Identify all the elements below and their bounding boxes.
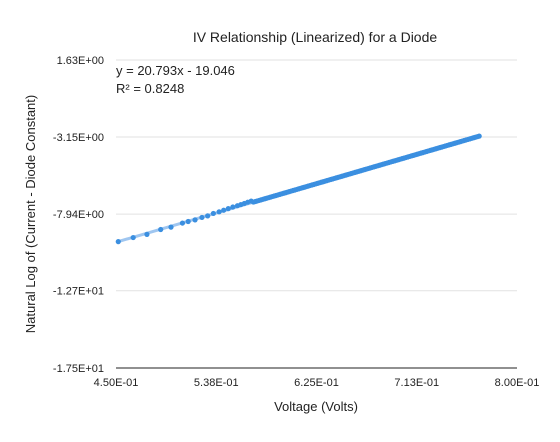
chart-title: IV Relationship (Linearized) for a Diode [193, 29, 438, 45]
x-tick-label: 4.50E-01 [94, 377, 139, 389]
data-point [168, 224, 174, 230]
data-point [158, 226, 164, 233]
x-tick-label: 8.00E-01 [495, 377, 540, 389]
data-point [476, 133, 482, 139]
data-point [225, 206, 231, 212]
data-point [199, 214, 205, 221]
x-axis-label: Voltage (Volts) [274, 399, 358, 414]
data-point [185, 218, 191, 225]
x-tick-label: 7.13E-01 [394, 377, 439, 389]
data-point [115, 239, 121, 245]
data-points [115, 133, 482, 245]
y-tick-label: -3.15E+00 [53, 132, 104, 144]
trendline-equation: y = 20.793x - 19.046 [116, 63, 235, 78]
x-tick-label: 6.25E-01 [294, 377, 339, 389]
data-point [192, 217, 198, 223]
data-point [144, 231, 150, 237]
data-point [130, 234, 136, 241]
y-tick-label: -7.94E+00 [53, 209, 104, 221]
data-point [230, 204, 236, 210]
data-point [221, 207, 227, 213]
y-tick-labels: 1.63E+00 -3.15E+00 -7.94E+00 -1.27E+01 -1.75… [53, 55, 104, 375]
data-point [210, 210, 216, 217]
gridlines [116, 59, 517, 369]
data-point [179, 220, 186, 226]
y-tick-label: 1.63E+00 [57, 55, 104, 67]
y-tick-label: -1.27E+01 [53, 286, 104, 298]
data-point [205, 213, 211, 219]
x-tick-label: 5.38E-01 [194, 377, 239, 389]
data-point [216, 209, 222, 215]
x-tick-labels: 4.50E-01 5.38E-01 6.25E-01 7.13E-01 8.00E-01 [94, 377, 540, 389]
y-axis-label: Natural Log of (Current - Diode Constant… [23, 95, 38, 333]
y-tick-label: -1.75E+01 [53, 363, 104, 375]
r-squared-label: R² = 0.8248 [116, 81, 184, 96]
